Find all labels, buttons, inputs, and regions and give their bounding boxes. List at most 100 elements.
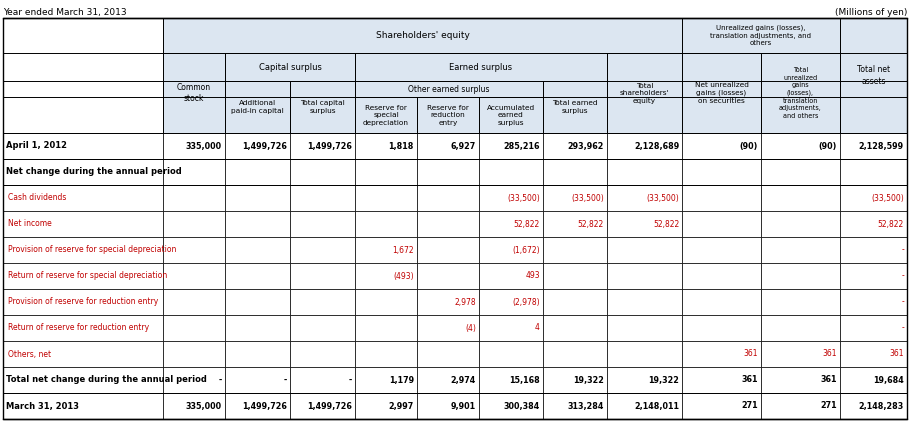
- Text: Net unrealized
gains (losses)
on securities: Net unrealized gains (losses) on securit…: [694, 82, 749, 104]
- Bar: [543, 263, 607, 289]
- Text: Provision of reserve for special depreciation: Provision of reserve for special depreci…: [8, 245, 177, 255]
- Bar: [761, 211, 840, 237]
- Text: 361: 361: [743, 350, 758, 359]
- Text: (33,500): (33,500): [871, 194, 904, 202]
- Bar: [163, 367, 225, 393]
- Text: -: -: [349, 376, 352, 384]
- Bar: [3, 159, 163, 185]
- Text: -: -: [284, 376, 287, 384]
- Bar: [355, 263, 417, 289]
- Bar: [840, 18, 907, 133]
- Bar: [163, 393, 225, 419]
- Bar: [682, 18, 840, 53]
- Text: -: -: [901, 323, 904, 333]
- Text: 1,499,726: 1,499,726: [308, 401, 352, 410]
- Bar: [163, 289, 225, 315]
- Bar: [682, 53, 761, 133]
- Bar: [290, 133, 355, 159]
- Text: -: -: [901, 245, 904, 255]
- Bar: [3, 341, 163, 367]
- Text: April 1, 2012: April 1, 2012: [6, 141, 67, 150]
- Text: Reserve for
reduction
entry: Reserve for reduction entry: [427, 104, 469, 125]
- Text: (90): (90): [818, 141, 836, 150]
- Bar: [3, 367, 163, 393]
- Bar: [761, 393, 840, 419]
- Text: 2,974: 2,974: [450, 376, 476, 384]
- Bar: [417, 133, 479, 159]
- Bar: [3, 133, 163, 159]
- Text: (33,500): (33,500): [571, 194, 604, 202]
- Text: (1,672): (1,672): [512, 245, 540, 255]
- Text: -: -: [901, 297, 904, 306]
- Text: (Millions of yen): (Millions of yen): [834, 8, 907, 17]
- Bar: [225, 159, 290, 185]
- Bar: [3, 185, 163, 211]
- Bar: [761, 159, 840, 185]
- Bar: [607, 53, 682, 133]
- Bar: [290, 393, 355, 419]
- Text: 335,000: 335,000: [186, 401, 222, 410]
- Text: 285,216: 285,216: [503, 141, 540, 150]
- Text: 361: 361: [889, 350, 904, 359]
- Bar: [355, 289, 417, 315]
- Bar: [479, 211, 543, 237]
- Bar: [225, 81, 290, 133]
- Bar: [290, 159, 355, 185]
- Bar: [761, 263, 840, 289]
- Bar: [761, 185, 840, 211]
- Bar: [543, 237, 607, 263]
- Bar: [543, 185, 607, 211]
- Text: Net change during the annual period: Net change during the annual period: [6, 168, 182, 177]
- Text: (2,978): (2,978): [512, 297, 540, 306]
- Bar: [3, 18, 907, 419]
- Bar: [290, 341, 355, 367]
- Text: 19,684: 19,684: [874, 376, 904, 384]
- Bar: [355, 133, 417, 159]
- Bar: [840, 133, 907, 159]
- Bar: [355, 53, 607, 81]
- Bar: [417, 97, 479, 133]
- Bar: [543, 159, 607, 185]
- Bar: [290, 367, 355, 393]
- Bar: [479, 159, 543, 185]
- Text: -: -: [218, 376, 222, 384]
- Bar: [225, 211, 290, 237]
- Bar: [3, 393, 163, 419]
- Text: Cash dividends: Cash dividends: [8, 194, 66, 202]
- Text: 271: 271: [742, 401, 758, 410]
- Bar: [355, 185, 417, 211]
- Bar: [290, 263, 355, 289]
- Bar: [543, 341, 607, 367]
- Bar: [225, 393, 290, 419]
- Bar: [163, 211, 225, 237]
- Bar: [225, 133, 290, 159]
- Bar: [479, 97, 543, 133]
- Bar: [355, 97, 417, 133]
- Text: 271: 271: [820, 401, 836, 410]
- Bar: [682, 185, 761, 211]
- Bar: [761, 237, 840, 263]
- Text: Total capital
surplus: Total capital surplus: [300, 100, 345, 114]
- Bar: [682, 263, 761, 289]
- Text: Total
shareholders'
equity: Total shareholders' equity: [620, 83, 670, 103]
- Text: Total earned
surplus: Total earned surplus: [552, 100, 598, 114]
- Text: 4: 4: [535, 323, 540, 333]
- Bar: [290, 237, 355, 263]
- Bar: [840, 289, 907, 315]
- Text: Other earned surplus: Other earned surplus: [409, 84, 490, 94]
- Bar: [163, 185, 225, 211]
- Bar: [417, 263, 479, 289]
- Bar: [682, 393, 761, 419]
- Text: 1,499,726: 1,499,726: [242, 141, 287, 150]
- Text: 52,822: 52,822: [578, 219, 604, 228]
- Text: (90): (90): [740, 141, 758, 150]
- Bar: [355, 367, 417, 393]
- Bar: [163, 315, 225, 341]
- Text: (493): (493): [393, 272, 414, 281]
- Text: Total
unrealized
gains
(losses),
translation
adjustments,
and others: Total unrealized gains (losses), transla…: [779, 67, 822, 119]
- Bar: [355, 341, 417, 367]
- Text: 361: 361: [822, 350, 836, 359]
- Text: Reserve for
special
depreciation: Reserve for special depreciation: [363, 104, 410, 125]
- Text: 361: 361: [820, 376, 836, 384]
- Text: 335,000: 335,000: [186, 141, 222, 150]
